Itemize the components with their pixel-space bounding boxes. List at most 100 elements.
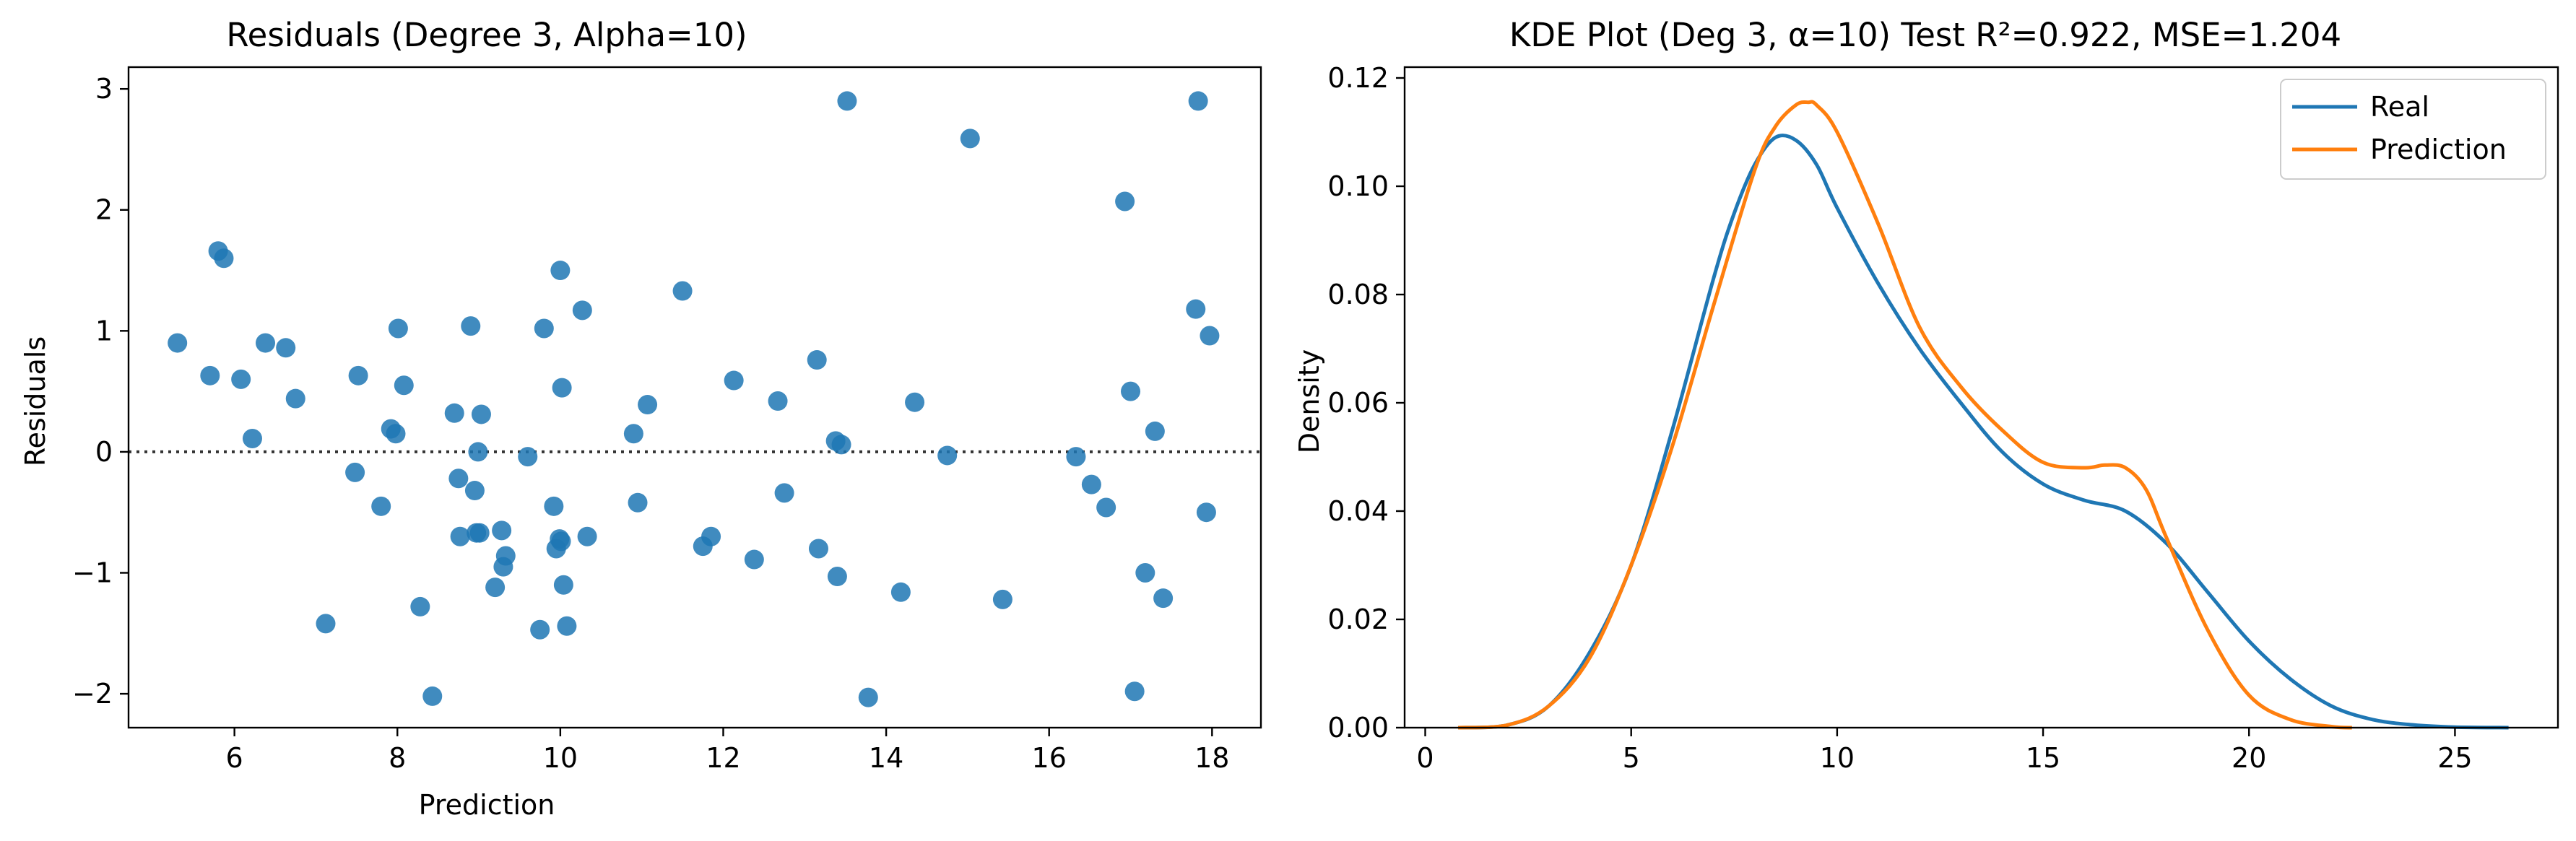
kde-line-prediction <box>1457 100 2352 730</box>
kde-chart: KDE Plot (Deg 3, α=10) Test R²=0.922, MS… <box>1293 16 2559 774</box>
kde-y-tick-label: 0.12 <box>1327 62 1389 94</box>
residual-point <box>623 424 643 444</box>
residual-point <box>672 281 693 301</box>
kde-y-tick-label: 0.02 <box>1327 603 1389 635</box>
residual-point <box>937 445 958 466</box>
residual-point <box>450 526 470 546</box>
kde-y-tick-label: 0.06 <box>1327 387 1389 419</box>
residual-point <box>1115 191 1135 212</box>
residuals-chart: Residuals (Degree 3, Alpha=10) Predictio… <box>19 16 1262 821</box>
kde-y-ticks: 0.00 0.02 0.04 0.06 0.08 0.10 0.12 <box>1327 62 1405 744</box>
residual-point <box>572 300 592 321</box>
residuals-plot-frame <box>127 66 1262 729</box>
residual-point <box>992 589 1012 609</box>
kde-y-tick-label: 0.00 <box>1327 712 1389 744</box>
residual-point <box>551 531 571 552</box>
residual-point <box>448 469 469 489</box>
residual-point <box>285 388 305 409</box>
residual-point <box>394 375 414 396</box>
residual-point <box>388 318 408 339</box>
residuals-x-axis-label: Prediction <box>419 789 555 821</box>
residuals-y-tick-label: 2 <box>95 194 113 226</box>
residual-point <box>837 91 857 111</box>
residuals-x-tick-label: 8 <box>389 742 406 774</box>
residuals-y-tick-label: 0 <box>95 436 113 468</box>
residual-point <box>464 481 485 501</box>
residual-point <box>553 575 573 595</box>
residual-point <box>1200 326 1220 346</box>
kde-line-real <box>1457 134 2509 730</box>
kde-y-tick-label: 0.10 <box>1327 170 1389 202</box>
residual-point <box>348 365 368 385</box>
residual-point <box>577 526 597 546</box>
residual-point <box>386 424 406 444</box>
residual-point <box>471 404 491 424</box>
residuals-y-tick-label: −1 <box>72 557 113 588</box>
residual-point <box>200 365 220 385</box>
residuals-y-tick-label: 1 <box>95 315 113 347</box>
kde-x-ticks: 0 5 10 15 20 25 <box>1416 728 2473 774</box>
residual-point <box>530 619 550 640</box>
residuals-x-tick-label: 12 <box>706 742 740 774</box>
residual-point <box>492 520 512 541</box>
residual-point <box>1186 299 1206 319</box>
kde-chart-title: KDE Plot (Deg 3, α=10) Test R²=0.922, MS… <box>1509 16 2341 54</box>
residual-point <box>807 350 827 370</box>
residual-point <box>550 261 571 281</box>
residual-point <box>1096 497 1116 518</box>
residual-point <box>410 596 430 616</box>
residual-point <box>468 442 488 462</box>
residual-point <box>1196 502 1216 523</box>
residual-point <box>1121 381 1141 401</box>
kde-x-tick-label: 15 <box>2026 742 2060 774</box>
legend-real-label: Real <box>2370 91 2429 123</box>
residual-point <box>1135 562 1155 583</box>
residual-point <box>231 369 251 389</box>
residual-point <box>960 128 980 149</box>
residual-point <box>831 435 851 455</box>
residual-point <box>701 526 721 546</box>
residual-points <box>168 91 1220 707</box>
kde-x-tick-label: 0 <box>1416 742 1434 774</box>
kde-y-tick-label: 0.04 <box>1327 495 1389 527</box>
residual-point <box>858 687 878 707</box>
residual-point <box>1153 588 1174 609</box>
kde-legend: Real Prediction <box>2280 79 2546 180</box>
residual-point <box>276 338 296 358</box>
kde-x-tick-label: 5 <box>1623 742 1640 774</box>
residual-point <box>461 316 481 336</box>
residuals-x-tick-label: 6 <box>226 742 243 774</box>
residual-point <box>1124 681 1145 702</box>
residual-point <box>168 333 188 353</box>
residual-point <box>495 546 516 566</box>
residuals-x-tick-label: 10 <box>543 742 578 774</box>
residuals-y-ticks: −2 −1 0 1 2 3 <box>72 73 129 710</box>
residual-point <box>316 614 336 634</box>
residual-point <box>1188 91 1208 111</box>
kde-x-tick-label: 20 <box>2232 742 2266 774</box>
legend-prediction-label: Prediction <box>2370 134 2507 165</box>
kde-x-tick-label: 25 <box>2437 742 2472 774</box>
residuals-y-tick-label: −2 <box>72 678 113 710</box>
residuals-x-tick-label: 14 <box>869 742 903 774</box>
residuals-y-tick-label: 3 <box>95 73 113 105</box>
residual-point <box>1081 474 1101 494</box>
residual-point <box>485 578 506 598</box>
kde-x-tick-label: 10 <box>1820 742 1855 774</box>
residuals-x-tick-label: 18 <box>1194 742 1229 774</box>
residual-point <box>422 686 443 706</box>
residual-point <box>638 395 658 415</box>
residuals-x-ticks: 6 8 10 12 14 16 18 <box>226 728 1229 774</box>
residual-point <box>242 428 262 448</box>
residual-point <box>444 403 464 423</box>
residual-point <box>1145 421 1165 441</box>
residual-point <box>534 318 554 339</box>
residual-point <box>768 391 788 411</box>
residual-point <box>214 248 234 269</box>
residuals-chart-title: Residuals (Degree 3, Alpha=10) <box>226 16 747 54</box>
residual-point <box>256 333 276 353</box>
residual-point <box>518 447 538 467</box>
residual-point <box>469 523 490 543</box>
residual-point <box>808 539 828 559</box>
